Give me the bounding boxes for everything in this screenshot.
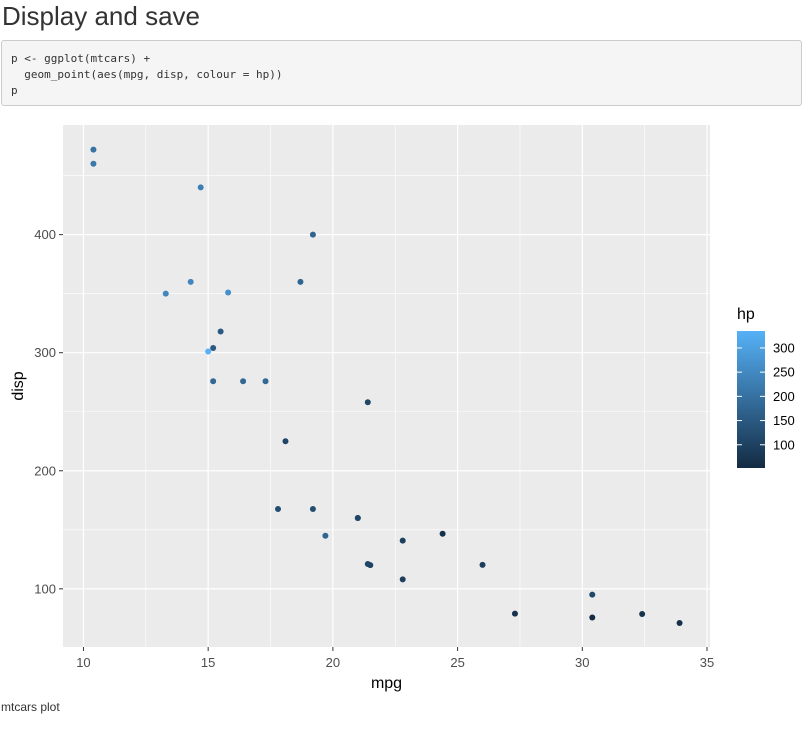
data-points <box>90 146 683 626</box>
code-line: p <box>11 84 18 97</box>
data-point <box>364 399 371 406</box>
colorbar-label: 300 <box>773 340 795 355</box>
x-axis-title: mpg <box>371 675 402 692</box>
colorbar-label: 100 <box>773 437 795 452</box>
y-axis: 100 200 300 400 <box>34 227 63 596</box>
data-point <box>275 506 282 513</box>
x-tick-label: 15 <box>201 655 215 670</box>
y-axis-title: disp <box>10 371 27 400</box>
code-block: p <- ggplot(mtcars) + geom_point(aes(mpg… <box>1 40 802 106</box>
data-point <box>162 290 169 297</box>
data-point <box>589 591 596 598</box>
plot-caption: mtcars plot <box>1 700 60 714</box>
y-tick-label: 100 <box>34 581 56 596</box>
x-axis: 10 15 20 25 30 35 <box>76 647 714 670</box>
colorbar-label: 200 <box>773 389 795 404</box>
data-point <box>197 184 204 191</box>
hp-colorbar-legend: hp 300 250 200 150 100 <box>737 306 795 468</box>
data-point <box>282 438 289 445</box>
x-tick-label: 10 <box>76 655 90 670</box>
data-point <box>309 231 316 238</box>
y-tick-label: 400 <box>34 227 56 242</box>
data-point <box>210 344 217 351</box>
data-point <box>309 506 316 513</box>
data-point <box>511 610 518 617</box>
data-point <box>217 328 224 335</box>
x-tick-label: 35 <box>700 655 714 670</box>
data-point <box>364 561 371 568</box>
data-point <box>479 561 486 568</box>
data-point <box>439 530 446 537</box>
data-point <box>262 378 269 385</box>
data-point <box>187 278 194 285</box>
x-tick-label: 20 <box>326 655 340 670</box>
minor-gridlines <box>63 125 710 647</box>
data-point <box>90 160 97 167</box>
data-point <box>297 278 304 285</box>
colorbar-label: 150 <box>773 413 795 428</box>
scatter-plot: 10 15 20 25 30 35 100 200 300 400 mpg disp hp 30… <box>10 125 795 692</box>
colorbar-label: 250 <box>773 365 795 380</box>
code-line: p <- ggplot(mtcars) + <box>11 52 151 65</box>
page-title: Display and save <box>2 1 200 31</box>
data-point <box>354 515 361 522</box>
x-tick-label: 25 <box>450 655 464 670</box>
x-tick-label: 30 <box>575 655 589 670</box>
colorbar-ticks: 300 250 200 150 100 <box>737 340 795 452</box>
data-point <box>589 614 596 621</box>
major-gridlines <box>63 125 710 647</box>
data-point <box>322 532 329 539</box>
colorbar <box>737 331 765 468</box>
data-point <box>90 146 97 153</box>
legend-title: hp <box>737 306 755 323</box>
y-tick-label: 200 <box>34 463 56 478</box>
y-tick-label: 300 <box>34 345 56 360</box>
data-point <box>399 537 406 544</box>
code-line: geom_point(aes(mpg, disp, colour = hp)) <box>11 68 283 81</box>
data-point <box>225 289 232 296</box>
data-point <box>210 378 217 385</box>
data-point <box>639 610 646 617</box>
data-point <box>205 348 212 355</box>
data-point <box>399 576 406 583</box>
plot-panel <box>63 125 710 647</box>
data-point <box>240 378 247 385</box>
data-point <box>676 619 683 626</box>
